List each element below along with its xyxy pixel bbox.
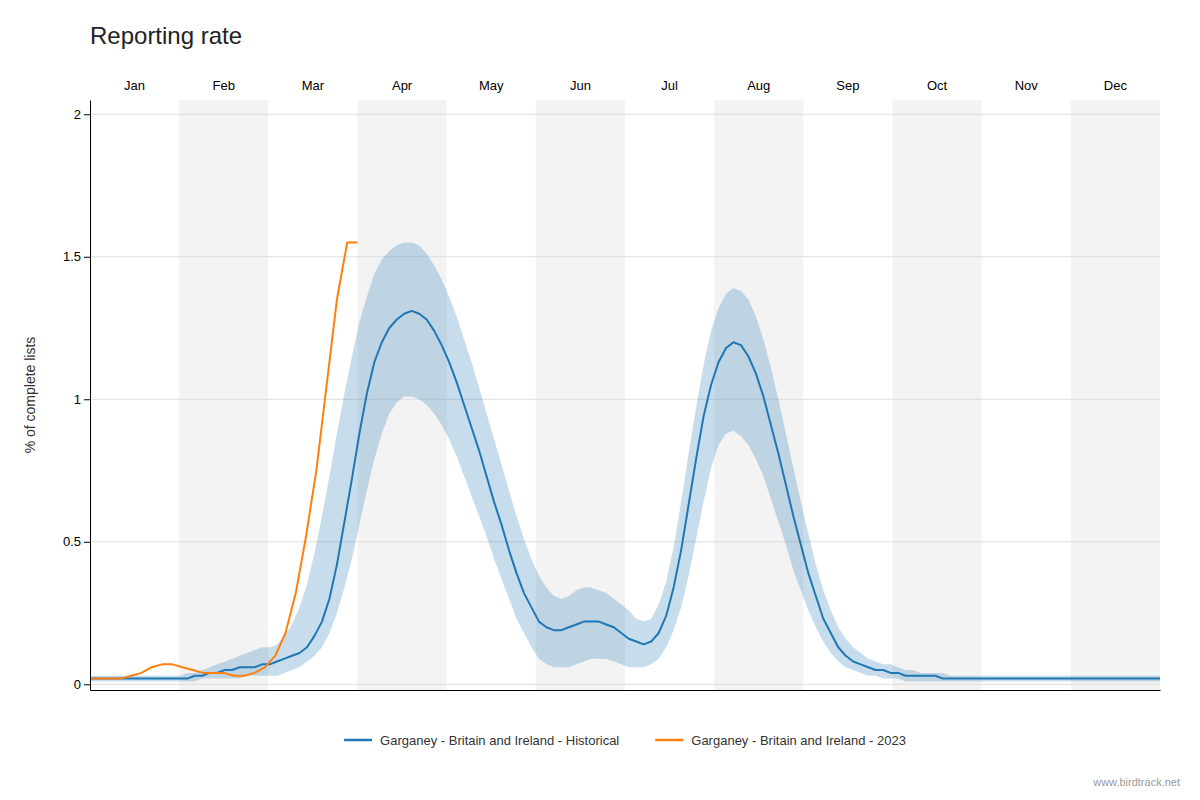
- series-line: [90, 311, 1160, 679]
- confidence-band: [90, 243, 1160, 682]
- title: Reporting rate: [90, 22, 242, 49]
- annotation: www.birdtrack.net: [1092, 776, 1180, 788]
- month-tick: Aug: [747, 78, 770, 93]
- month-tick: May: [479, 78, 504, 93]
- legend-item: Garganey - Britain and Ireland - Histori…: [344, 733, 619, 748]
- month-label: Oct: [927, 78, 948, 93]
- month-label: Sep: [836, 78, 859, 93]
- y-tick-label: 0: [74, 677, 81, 692]
- month-tick: Jan: [124, 78, 145, 93]
- month-label: Feb: [213, 78, 235, 93]
- legend-swatch: [655, 739, 683, 742]
- y-tick-mark: [84, 257, 90, 258]
- month-stripe: [1071, 100, 1160, 690]
- y-tick-mark: [84, 684, 90, 685]
- month-tick: Jun: [570, 78, 591, 93]
- grid-line: [90, 114, 1160, 115]
- month-label: Jun: [570, 78, 591, 93]
- y-tick: 1.5: [63, 249, 90, 264]
- y-axis-title: % of complete lists: [22, 337, 38, 454]
- legend-item: Garganey - Britain and Ireland - 2023: [655, 733, 906, 748]
- y-axis-line: [90, 101, 91, 691]
- legend: Garganey - Britain and Ireland - Histori…: [344, 733, 906, 748]
- month-tick: Oct: [927, 78, 948, 93]
- month-label: May: [479, 78, 504, 93]
- month-stripe: [179, 100, 268, 690]
- x-axis: [91, 690, 1161, 691]
- chart: 0 0.5 1 1.5 2 Jan Feb Mar Apr May Jun Jul Aug Sep Oct N…: [0, 0, 1200, 800]
- y-axis: 0 0.5 1 1.5 2: [63, 101, 91, 692]
- month-tick: Apr: [392, 78, 413, 93]
- grid-line: [90, 541, 1160, 542]
- y-tick-mark: [84, 542, 90, 543]
- grid-line: [90, 399, 1160, 400]
- y-tick: 0: [74, 677, 90, 692]
- month-tick: Mar: [302, 78, 325, 93]
- month-tick: Dec: [1104, 78, 1128, 93]
- y-tick-label: 1: [74, 392, 81, 407]
- y-tick-mark: [84, 399, 90, 400]
- month-label: Aug: [747, 78, 770, 93]
- grid: [90, 114, 1160, 684]
- y-tick-label: 1.5: [63, 249, 81, 264]
- month-tick: Nov: [1015, 78, 1039, 93]
- y-tick: 0.5: [63, 534, 90, 549]
- month-axis: Jan Feb Mar Apr May Jun Jul Aug Sep Oct Nov Dec: [124, 78, 1127, 93]
- month-tick: Jul: [661, 78, 678, 93]
- legend-swatch: [344, 739, 372, 742]
- x-axis-line: [91, 690, 1161, 691]
- y-tick-label: 0.5: [63, 534, 81, 549]
- y-tick: 2: [74, 107, 90, 122]
- legend-label: Garganey - Britain and Ireland - 2023: [691, 733, 906, 748]
- month-label: Dec: [1104, 78, 1128, 93]
- grid-line: [90, 684, 1160, 685]
- month-label: Mar: [302, 78, 325, 93]
- month-label: Jul: [661, 78, 678, 93]
- y-tick-label: 2: [74, 107, 81, 122]
- month-label: Jan: [124, 78, 145, 93]
- series-line: [90, 243, 358, 679]
- month-label: Nov: [1015, 78, 1039, 93]
- marks: [90, 243, 1160, 682]
- plot: 0 0.5 1 1.5 2 Jan Feb Mar Apr May Jun Jul Aug Sep Oct N…: [63, 78, 1161, 692]
- month-stripe: [893, 100, 982, 690]
- y-tick-mark: [84, 114, 90, 115]
- month-tick: Feb: [213, 78, 235, 93]
- month-label: Apr: [392, 78, 413, 93]
- grid-line: [90, 256, 1160, 257]
- y-tick: 1: [74, 392, 90, 407]
- month-tick: Sep: [836, 78, 859, 93]
- legend-label: Garganey - Britain and Ireland - Histori…: [380, 733, 619, 748]
